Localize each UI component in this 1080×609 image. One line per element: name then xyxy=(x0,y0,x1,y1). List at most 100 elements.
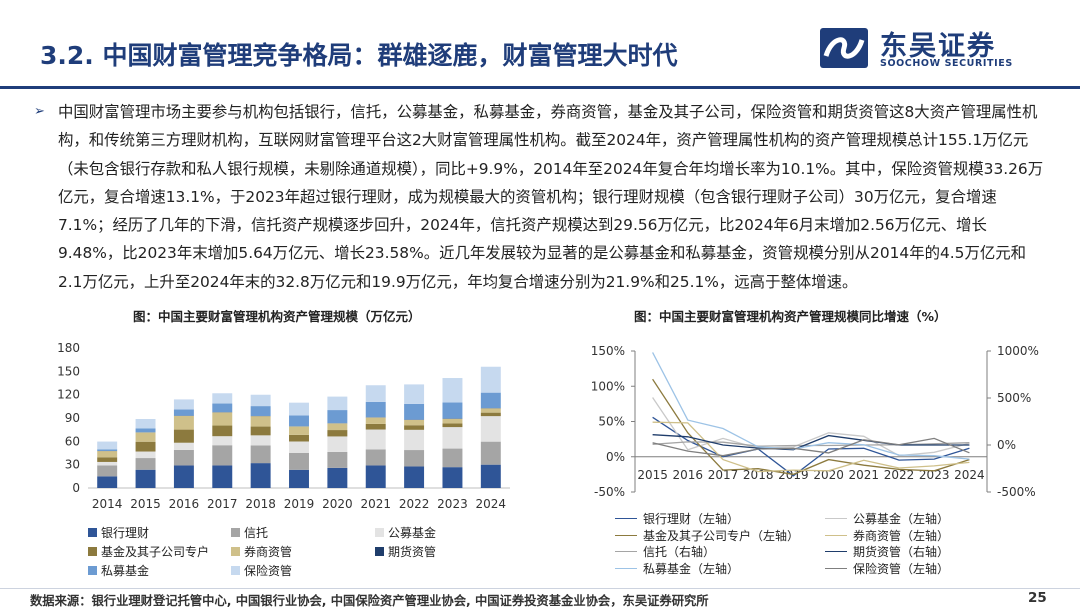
bar-segment xyxy=(97,476,117,488)
legend-swatch xyxy=(231,528,240,537)
x-tick-label: 2016 xyxy=(673,468,704,482)
bar-segment xyxy=(404,384,424,403)
page-number: 25 xyxy=(1028,590,1047,606)
bar-segment xyxy=(289,415,309,426)
left-tick-label: -50% xyxy=(594,485,625,499)
logo-text-en: SOOCHOW SECURITIES xyxy=(880,58,1013,69)
bar-segment xyxy=(289,453,309,470)
legend-swatch xyxy=(88,528,97,537)
x-tick-label: 2018 xyxy=(245,497,276,511)
legend-label: 基金及其子公司专户 xyxy=(101,543,209,560)
legend-label: 公募基金 xyxy=(388,524,436,541)
left-tick-label: 150% xyxy=(591,344,625,358)
x-tick-label: 2024 xyxy=(954,468,985,482)
bar-segment xyxy=(442,403,462,419)
bar-segment xyxy=(136,432,156,441)
bar-segment xyxy=(327,436,347,451)
bar-segment xyxy=(174,399,194,409)
bar-segment xyxy=(174,465,194,488)
bar-segment xyxy=(97,462,117,466)
bar-segment xyxy=(289,403,309,416)
x-tick-label: 2019 xyxy=(284,497,315,511)
bar-segment xyxy=(366,465,386,488)
bar-segment xyxy=(251,416,271,426)
bar-segment xyxy=(481,408,501,412)
bar-segment xyxy=(212,426,232,437)
bar-segment xyxy=(136,458,156,470)
bar-segment xyxy=(481,413,501,417)
bar-segment xyxy=(251,406,271,416)
legend-label: 信托 xyxy=(244,524,268,541)
y-tick-label: 30 xyxy=(65,458,80,472)
bar-segment xyxy=(366,424,386,430)
legend-label: 公募基金（左轴） xyxy=(853,510,949,527)
legend-label: 银行理财（左轴） xyxy=(643,510,739,527)
bar-segment xyxy=(404,425,424,430)
bar-segment xyxy=(327,423,347,430)
y-tick-label: 150 xyxy=(57,364,80,378)
bar-segment xyxy=(442,378,462,403)
bar-segment xyxy=(481,442,501,465)
legend-label: 保险资管 xyxy=(244,562,292,579)
bar-segment xyxy=(289,470,309,488)
bar-segment xyxy=(404,450,424,466)
bar-segment xyxy=(97,457,117,462)
bar-segment xyxy=(174,410,194,416)
x-tick-label: 2020 xyxy=(322,497,353,511)
right-tick-label: 1000% xyxy=(997,344,1039,358)
bar-segment xyxy=(251,427,271,436)
bar-segment xyxy=(327,452,347,468)
bar-segment xyxy=(97,465,117,476)
bar-segment xyxy=(212,445,232,465)
bar-segment xyxy=(327,397,347,410)
legend-label: 保险资管（左轴） xyxy=(853,560,949,577)
legend-label: 基金及其子公司专户（左轴） xyxy=(643,527,799,544)
bar-segment xyxy=(136,452,156,459)
bar-segment xyxy=(97,449,117,451)
legend-swatch xyxy=(375,547,384,556)
legend-swatch xyxy=(375,528,384,537)
bar-segment xyxy=(251,395,271,406)
bar-segment xyxy=(481,465,501,488)
bar-segment xyxy=(251,463,271,488)
bar-segment xyxy=(366,449,386,465)
legend-label: 期货资管（右轴） xyxy=(853,543,949,560)
left-tick-label: 50% xyxy=(598,415,625,429)
bar-segment xyxy=(289,426,309,434)
bar-segment xyxy=(136,428,156,432)
series-line xyxy=(653,379,970,474)
legend-line xyxy=(615,535,637,536)
bar-segment xyxy=(442,467,462,488)
legend-label: 私募基金（左轴） xyxy=(643,560,739,577)
left-tick-label: 0% xyxy=(606,450,625,464)
bar-segment xyxy=(327,410,347,423)
bar-segment xyxy=(251,435,271,445)
bar-segment xyxy=(404,430,424,450)
legend-line xyxy=(825,568,847,569)
y-tick-label: 90 xyxy=(65,411,80,425)
x-tick-label: 2014 xyxy=(92,497,123,511)
legend-line xyxy=(615,551,637,552)
footer-source: 数据来源：银行业理财登记托管中心, 中国银行业协会, 中国保险资产管理业协会, … xyxy=(30,591,709,609)
bar-segment xyxy=(97,451,117,457)
legend-line xyxy=(825,551,847,552)
legend-line xyxy=(825,518,847,519)
legend-swatch xyxy=(231,566,240,575)
bar-segment xyxy=(442,427,462,448)
legend-swatch xyxy=(88,547,97,556)
left-tick-label: 100% xyxy=(591,379,625,393)
x-tick-label: 2023 xyxy=(437,497,468,511)
legend-label: 期货资管 xyxy=(388,543,436,560)
bar-segment xyxy=(136,419,156,428)
legend-line xyxy=(825,535,847,536)
y-tick-label: 120 xyxy=(57,388,80,402)
bar-segment xyxy=(212,412,232,425)
bar-segment xyxy=(174,443,194,450)
bar-segment xyxy=(212,393,232,403)
series-line xyxy=(653,422,970,471)
legend-label: 券商资管 xyxy=(244,543,292,560)
x-tick-label: 2015 xyxy=(637,468,668,482)
bar-segment xyxy=(366,430,386,450)
x-tick-label: 2015 xyxy=(130,497,161,511)
